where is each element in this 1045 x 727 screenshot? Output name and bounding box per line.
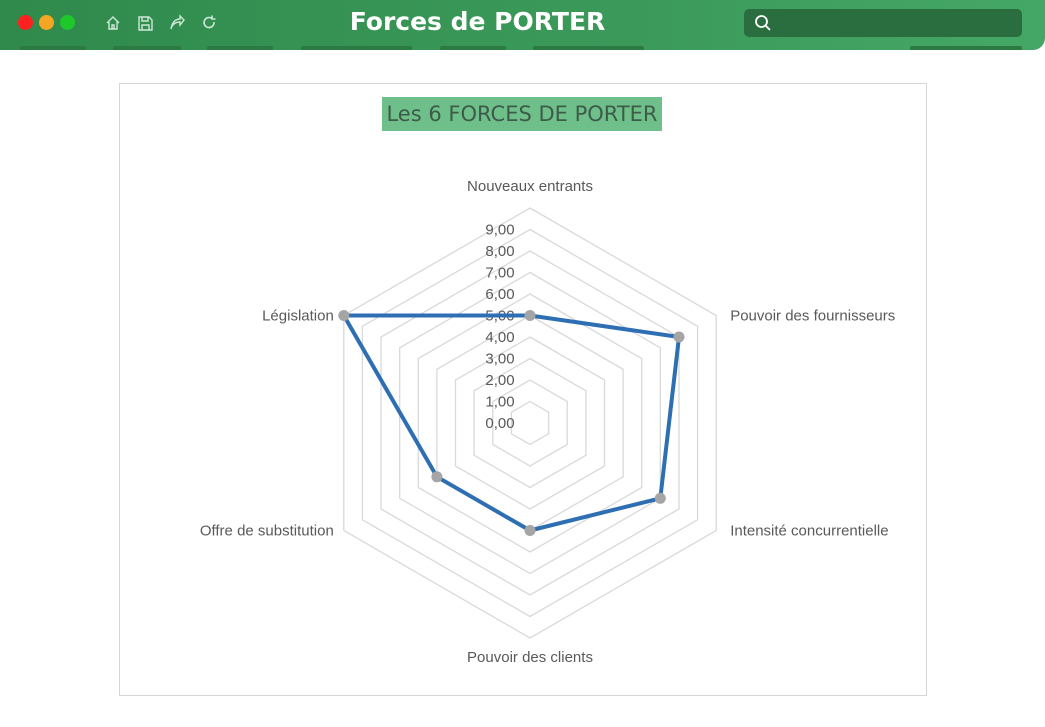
data-point-marker (524, 525, 536, 536)
axis-tick-label: 0,00 (485, 415, 514, 432)
radar-grid-ring (492, 379, 568, 467)
category-label: Offre de substitution (200, 523, 334, 540)
category-label: Nouveaux entrants (467, 178, 593, 195)
window-title: Forces de PORTER (349, 7, 606, 36)
axis-tick-label: 6,00 (485, 286, 514, 303)
ribbon-tab[interactable] (533, 46, 644, 50)
radar-grid-ring (380, 250, 680, 596)
chart-title: Les 6 FORCES DE PORTER (382, 97, 662, 131)
quick-access-toolbar (104, 13, 218, 33)
ribbon-tab[interactable] (207, 46, 273, 50)
radar-grid-ring (399, 271, 661, 575)
axis-tick-label: 3,00 (485, 351, 514, 368)
data-point-marker (524, 310, 536, 321)
radar-grid-ring (436, 314, 624, 532)
window-controls (18, 15, 75, 30)
data-point-marker (673, 331, 685, 343)
ribbon-tab[interactable] (113, 46, 181, 50)
radar-grid-ring (473, 357, 587, 489)
category-label: Intensité concurrentielle (730, 523, 888, 540)
axis-tick-label: 8,00 (485, 243, 514, 260)
radar-grid-ring (417, 293, 643, 553)
search-icon (754, 14, 772, 32)
axis-tick-label: 7,00 (485, 265, 514, 282)
radar-grid-ring (454, 336, 606, 510)
ribbon-tab[interactable] (301, 46, 412, 50)
share-icon[interactable] (168, 13, 186, 33)
save-icon[interactable] (136, 13, 154, 33)
radar-grid-ring (361, 228, 699, 618)
category-label: Pouvoir des clients (467, 649, 593, 666)
data-point-marker (654, 492, 666, 504)
close-window-button[interactable] (18, 15, 33, 30)
ribbon-tab[interactable] (910, 46, 1022, 50)
ribbon-tab[interactable] (440, 46, 506, 50)
category-label: Législation (262, 308, 334, 325)
data-point-marker (431, 471, 443, 483)
data-point-marker (338, 310, 350, 321)
ribbon-tabs (0, 46, 1045, 50)
chart-area[interactable] (119, 83, 927, 696)
minimize-window-button[interactable] (39, 15, 54, 30)
ribbon-tab[interactable] (20, 46, 86, 50)
axis-tick-label: 9,00 (485, 222, 514, 239)
axis-tick-label: 1,00 (485, 394, 514, 411)
category-label: Pouvoir des fournisseurs (730, 308, 895, 325)
maximize-window-button[interactable] (60, 15, 75, 30)
search-input[interactable] (744, 9, 1022, 37)
axis-tick-label: 2,00 (485, 372, 514, 389)
refresh-icon[interactable] (200, 13, 218, 33)
title-bar: Forces de PORTER (0, 0, 1045, 50)
home-icon[interactable] (104, 13, 122, 33)
radar-grid-ring (510, 400, 550, 446)
axis-tick-label: 4,00 (485, 329, 514, 346)
